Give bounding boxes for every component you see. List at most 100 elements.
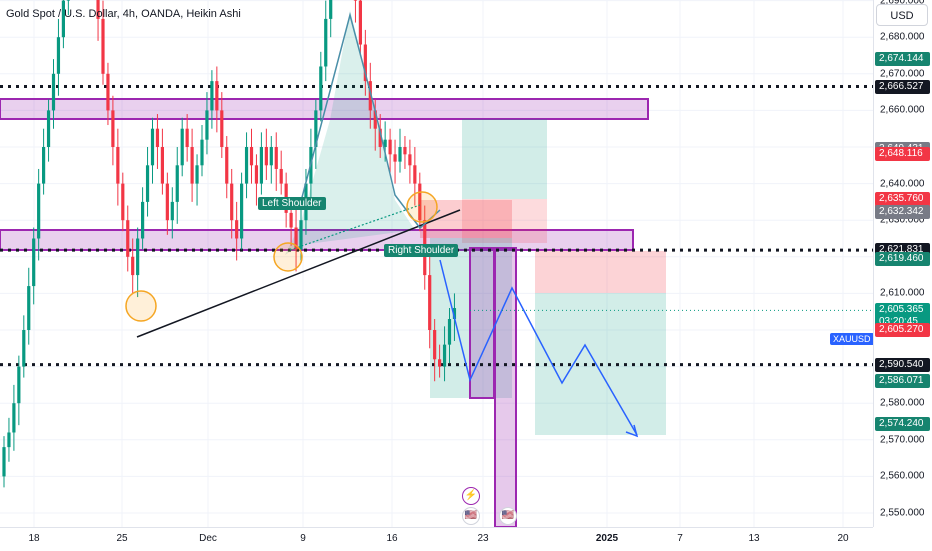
event-box [469, 247, 495, 399]
time-tick-label: 7 [677, 533, 683, 544]
left-shoulder-label[interactable]: Left Shoulder [258, 197, 326, 210]
shoulder-circle [125, 290, 157, 322]
lightning-icon[interactable]: ⚡ [462, 487, 480, 505]
candle-body [240, 183, 244, 239]
candle-body [190, 147, 194, 184]
candle-body [418, 183, 422, 221]
short-stop-zone-2 [535, 251, 666, 293]
price-tick-label: 2,640.000 [880, 178, 925, 190]
candle-body [244, 147, 249, 184]
candle-body [101, 18, 105, 74]
us-flag-icon[interactable]: 🇺🇸 [462, 507, 480, 525]
long-stop-zone [462, 199, 547, 243]
candle-body [170, 201, 174, 221]
price-level-tag: 2,605.270 [875, 322, 930, 337]
price-level-tag: 2,666.527 [875, 79, 930, 94]
us-flag-icon[interactable]: 🇺🇸 [499, 507, 517, 525]
candle-body [220, 110, 224, 147]
candle-body [289, 212, 293, 228]
candle-body [51, 73, 56, 111]
candle-body [264, 147, 268, 166]
price-level-tag: 2,632.342 [875, 204, 930, 219]
candle-body [46, 110, 51, 147]
projection-path [439, 259, 638, 436]
candle-body [185, 128, 189, 147]
time-tick-label: 16 [386, 533, 398, 544]
candle-body [175, 165, 179, 202]
candle-body [413, 165, 417, 184]
time-tick-label: 2025 [595, 533, 619, 544]
candle-body [314, 110, 318, 147]
candle-body [96, 0, 100, 19]
candle-body [269, 147, 273, 166]
neckline [289, 204, 421, 251]
candle-body [136, 238, 140, 276]
candle-body [230, 183, 234, 221]
symbol-label: XAUUSD [830, 333, 873, 345]
candle-body [447, 319, 452, 345]
candle-body [225, 147, 229, 184]
shoulder-circle [406, 191, 438, 223]
time-axis[interactable]: 18 25 Dec 9 16 23 2025 7 13 20 [0, 527, 873, 551]
price-axis[interactable]: 2,700.0002,690.0002,680.0002,670.0002,66… [873, 0, 932, 527]
price-level-tag: 2,574.240 [875, 417, 930, 432]
candle-body [32, 238, 36, 287]
candle-body [145, 165, 150, 202]
candle-body [388, 139, 392, 155]
candle-body [180, 128, 184, 166]
price-tick-label: 2,630.000 [880, 214, 925, 226]
projection-arrow-icon [625, 424, 639, 438]
time-tick-label: 18 [28, 533, 40, 544]
candle-body [353, 0, 358, 1]
candle-body [358, 0, 362, 45]
chart-area[interactable]: Gold Spot / U.S. Dollar, 4h, OANDA, Heik… [0, 0, 873, 527]
candle-body [22, 330, 26, 367]
price-level-tag: 2,586.071 [875, 373, 930, 388]
chart-title: Gold Spot / U.S. Dollar, 4h, OANDA, Heik… [6, 8, 241, 20]
candle-body [205, 110, 209, 140]
price-tick-label: 2,550.000 [880, 507, 925, 519]
shoulder-circle [273, 242, 303, 272]
candle-body [195, 165, 199, 184]
candle-body [7, 432, 11, 448]
candle-body [279, 168, 283, 184]
pattern-shading [285, 10, 415, 255]
candle-body [259, 147, 263, 184]
candle-body [111, 110, 115, 147]
candle-body [150, 128, 155, 166]
candle-body [17, 366, 21, 404]
price-tick-label: 2,570.000 [880, 434, 925, 446]
candle-body [378, 128, 382, 147]
candle-body [299, 220, 303, 250]
candle-body [116, 147, 120, 184]
long-target-zone [462, 119, 547, 199]
price-tick-label: 2,580.000 [880, 397, 925, 409]
candle-body [66, 0, 70, 1]
candle-body [274, 147, 278, 169]
candle-body [368, 81, 372, 111]
candle-body [61, 0, 65, 38]
candle-body [433, 330, 437, 360]
time-tick-label: 23 [477, 533, 489, 544]
neckline-zone [0, 229, 634, 251]
candle-body [398, 147, 402, 162]
candle-body [42, 147, 46, 184]
current-price: 2,605.365 [879, 304, 924, 316]
candle-body [121, 183, 125, 221]
candle-body [442, 344, 447, 367]
candle-body [131, 256, 135, 276]
candle-body [452, 308, 457, 320]
candle-body [106, 73, 110, 111]
time-tick-label: 13 [748, 533, 760, 544]
candle-body [294, 227, 298, 250]
candle-body [363, 44, 367, 82]
candle-body [2, 447, 6, 477]
currency-button[interactable]: USD [876, 4, 928, 26]
event-column [494, 247, 517, 527]
time-tick-label: 20 [837, 533, 849, 544]
price-chart[interactable] [0, 0, 873, 527]
right-shoulder-label[interactable]: Right Shoulder [384, 244, 459, 257]
candle-body [403, 147, 407, 155]
price-tick-label: 2,560.000 [880, 470, 925, 482]
candle-body [215, 81, 219, 111]
